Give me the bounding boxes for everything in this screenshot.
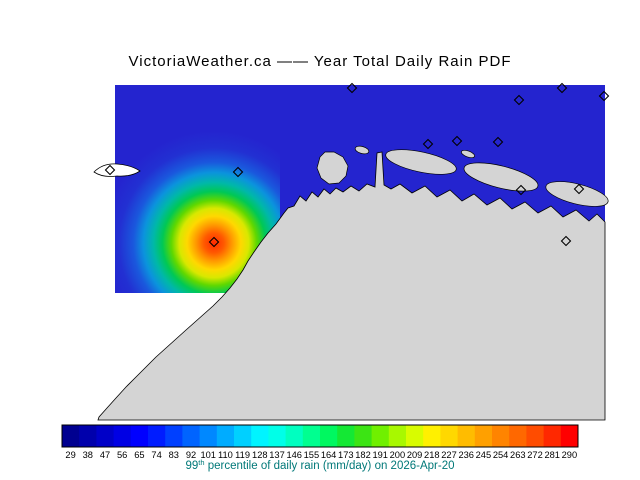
colorbar-tick: 65: [134, 450, 144, 460]
colorbar-tick: 245: [476, 450, 492, 460]
colorbar-tick: 191: [372, 450, 388, 460]
island: [463, 162, 539, 192]
colorbar-segment: [406, 425, 424, 447]
colorbar-segment: [474, 425, 493, 447]
colorbar-tick: 182: [355, 450, 371, 460]
colorbar-tick: 137: [269, 450, 285, 460]
colorbar-segment: [337, 425, 355, 447]
colorbar-segment: [302, 425, 321, 447]
colorbar-border: [61, 424, 579, 448]
station-marker: [573, 183, 585, 195]
station-marker: [560, 235, 572, 247]
colorbar-tick: 254: [493, 450, 509, 460]
colorbar-tick: 290: [562, 450, 578, 460]
colorbar-tick: 227: [441, 450, 457, 460]
colorbar-segment: [509, 425, 527, 447]
station-marker: [451, 135, 463, 147]
station-marker: [346, 82, 358, 94]
colorbar-segment: [268, 425, 287, 447]
colorbar-caption: 99th percentile of daily rain (mm/day) o…: [186, 458, 455, 472]
colorbar: 29 38 47 56 65 74 83 92 101 110 119 128 137 146 155 164…: [61, 424, 579, 472]
colorbar-segment: [251, 425, 269, 447]
colorbar-segment: [371, 425, 390, 447]
colorbar-tick: 47: [100, 450, 110, 460]
colorbar-tick: 110: [218, 450, 233, 460]
colorbar-segment: [234, 425, 252, 447]
plot-title: VictoriaWeather.ca —— Year Total Daily R…: [128, 53, 512, 70]
colorbar-segment: [320, 425, 338, 447]
colorbar-tick: 119: [235, 450, 250, 460]
colorbar-tick: 56: [117, 450, 127, 460]
colorbar-segment: [130, 425, 149, 447]
colorbar-segment: [96, 425, 115, 447]
island: [316, 151, 349, 185]
island: [385, 149, 457, 175]
colorbar-segment: [354, 425, 373, 447]
colorbar-tick: 38: [83, 450, 93, 460]
colorbar-segment: [148, 425, 166, 447]
colorbar-segment: [113, 425, 132, 447]
colorbar-segment: [423, 425, 441, 447]
colorbar-segment: [560, 425, 579, 447]
colorbar-segment: [182, 425, 201, 447]
colorbar-segment: [526, 425, 545, 447]
colorbar-tick: 272: [527, 450, 543, 460]
station-marker: [556, 82, 568, 94]
station-marker: [104, 164, 116, 176]
colorbar-segment: [457, 425, 476, 447]
colorbar-tick: 128: [252, 450, 268, 460]
colorbar-tick: 173: [338, 450, 354, 460]
colorbar-tick: 83: [169, 450, 179, 460]
colorbar-tick: 263: [510, 450, 526, 460]
colorbar-segment: [79, 425, 97, 447]
colorbar-tick: 218: [424, 450, 440, 460]
station-marker: [515, 184, 527, 196]
colorbar-segment: [285, 425, 304, 447]
colorbar-tick: 236: [458, 450, 474, 460]
colorbar-segment: [62, 425, 80, 447]
colorbar-segment: [388, 425, 407, 447]
colorbar-tick: 74: [151, 450, 161, 460]
station-marker: [232, 166, 244, 178]
station-markers: [104, 82, 610, 248]
islet-outline: [93, 163, 141, 177]
station-marker: [513, 94, 525, 106]
station-marker: [598, 90, 610, 102]
station-marker: [492, 136, 504, 148]
colorbar-tick: 200: [390, 450, 406, 460]
station-marker: [208, 236, 220, 248]
colorbar-segment: [216, 425, 235, 447]
colorbar-segment: [492, 425, 510, 447]
colorbar-tick: 101: [200, 450, 216, 460]
colorbar-segment: [543, 425, 562, 447]
colorbar-tick: 29: [65, 450, 75, 460]
colorbar-tick: 281: [544, 450, 560, 460]
island: [354, 145, 370, 155]
colorbar-segment: [440, 425, 459, 447]
island: [460, 149, 476, 159]
colorbar-tick: 92: [186, 450, 196, 460]
mainland: [97, 151, 606, 421]
colorbar-tick: 164: [321, 450, 337, 460]
station-marker: [422, 138, 434, 150]
colorbar-tick: 155: [304, 450, 320, 460]
colorbar-segment: [199, 425, 218, 447]
colorbar-tick: 209: [407, 450, 423, 460]
colorbar-tick: 146: [286, 450, 302, 460]
colorbar-segment: [165, 425, 183, 447]
